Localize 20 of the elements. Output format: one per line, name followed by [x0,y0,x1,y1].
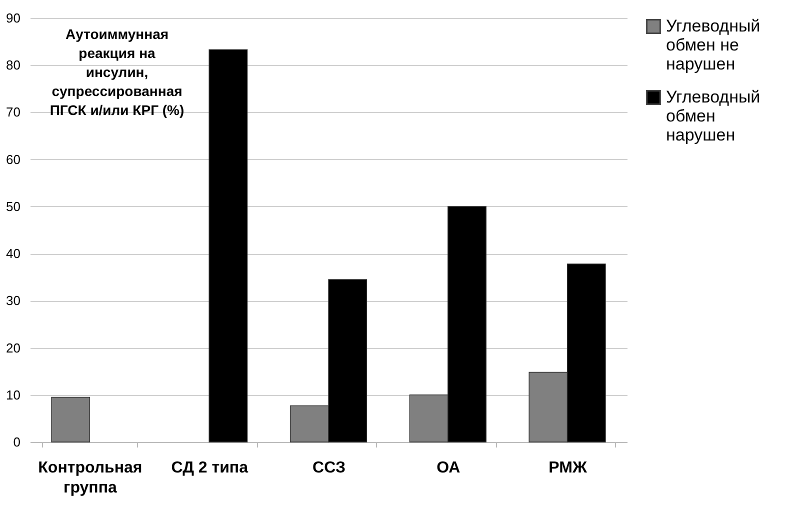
bar [51,396,90,442]
x-tick-label: Контрольная группа [38,460,142,496]
y-tick-label: 70 [6,104,20,120]
y-tick-label: 10 [6,387,20,402]
y-tick-label: 80 [6,58,20,73]
y-tick-label: 50 [6,198,20,214]
legend-label: Углеводный обмен не нарушен [666,16,760,74]
legend-label: Углеводный обмен нарушен [666,88,760,144]
y-tick-label: 0 [13,434,20,450]
y-tick-label: 60 [6,152,20,167]
y-tick-label: 20 [6,340,20,356]
y-tick-label: 40 [6,246,20,262]
x-tick-label: ССЗ [312,460,346,476]
x-tick-label: РМЖ [548,460,588,476]
y-tick-label: 90 [6,10,20,26]
bar [208,49,248,442]
x-tick-label: СД 2 типа [171,460,248,476]
x-tick-label: ОА [436,460,461,476]
text: Аутоиммунная реакция на инсулин, супрессированная ПГСК и/или КРГ (%) [50,26,184,118]
y-tick-label: 30 [6,293,20,308]
